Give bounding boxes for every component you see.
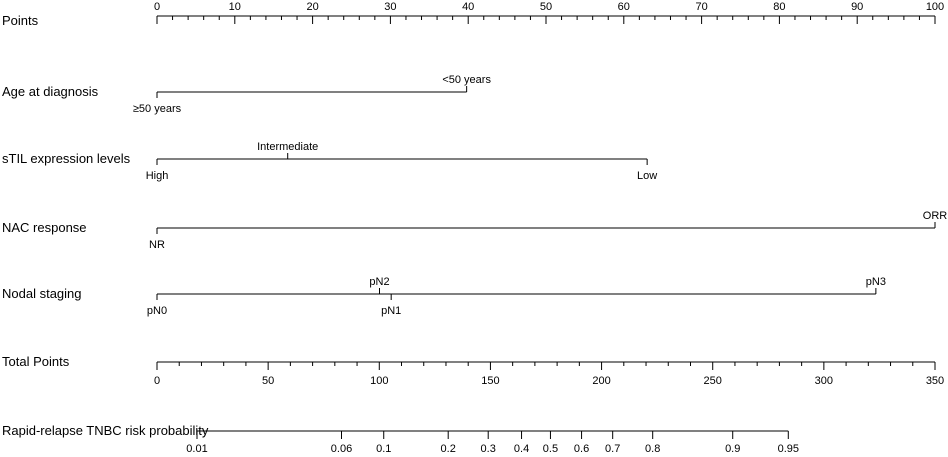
points-axis-tick-label: 100 bbox=[926, 1, 944, 13]
variable-label: NAC response bbox=[2, 220, 87, 235]
level-label: pN0 bbox=[147, 305, 167, 317]
total-points-axis-tick-label: 50 bbox=[262, 375, 274, 387]
probability-axis-tick-label: 0.6 bbox=[574, 443, 589, 455]
level-label: pN1 bbox=[381, 305, 401, 317]
points-axis-tick-label: 60 bbox=[618, 1, 630, 13]
probability-axis-tick-label: 0.8 bbox=[645, 443, 660, 455]
probability-axis-tick-label: 0.95 bbox=[778, 443, 799, 455]
level-label: Low bbox=[637, 170, 657, 182]
total-points-axis-tick-label: 300 bbox=[815, 375, 833, 387]
probability-axis-tick-label: 0.4 bbox=[514, 443, 529, 455]
probability-axis-tick-label: 0.9 bbox=[725, 443, 740, 455]
points-axis-tick-label: 30 bbox=[384, 1, 396, 13]
level-label: Intermediate bbox=[257, 141, 318, 153]
variable-label: Nodal staging bbox=[2, 286, 82, 301]
points-axis-tick-label: 40 bbox=[462, 1, 474, 13]
points-axis-tick-label: 80 bbox=[773, 1, 785, 13]
probability-axis-label: Rapid-relapse TNBC risk probability bbox=[2, 423, 209, 438]
total-points-axis-tick-label: 0 bbox=[154, 375, 160, 387]
probability-axis-tick-label: 0.7 bbox=[605, 443, 620, 455]
total-points-axis-tick-label: 100 bbox=[370, 375, 388, 387]
total-points-axis-tick-label: 200 bbox=[592, 375, 610, 387]
total-points-axis-tick-label: 250 bbox=[704, 375, 722, 387]
points-axis-label: Points bbox=[2, 13, 39, 28]
points-axis-tick-label: 70 bbox=[695, 1, 707, 13]
probability-axis-tick-label: 0.2 bbox=[441, 443, 456, 455]
points-axis-tick-label: 10 bbox=[229, 1, 241, 13]
points-axis-tick-label: 50 bbox=[540, 1, 552, 13]
total-points-axis-tick-label: 350 bbox=[926, 375, 944, 387]
total-points-axis-tick-label: 150 bbox=[481, 375, 499, 387]
variable-label: Age at diagnosis bbox=[2, 84, 99, 99]
level-label: NR bbox=[149, 239, 165, 251]
level-label: pN3 bbox=[866, 276, 886, 288]
probability-axis-tick-label: 0.3 bbox=[481, 443, 496, 455]
probability-axis-tick-label: 0.06 bbox=[331, 443, 352, 455]
points-axis-tick-label: 0 bbox=[154, 1, 160, 13]
probability-axis-tick-label: 0.1 bbox=[376, 443, 391, 455]
probability-axis-tick-label: 0.01 bbox=[186, 443, 207, 455]
total-points-axis-label: Total Points bbox=[2, 354, 70, 369]
level-label: High bbox=[146, 170, 169, 182]
level-label: ≥50 years bbox=[133, 103, 182, 115]
level-label: <50 years bbox=[442, 74, 491, 86]
probability-axis-tick-label: 0.5 bbox=[543, 443, 558, 455]
variable-label: sTIL expression levels bbox=[2, 151, 131, 166]
points-axis-tick-label: 90 bbox=[851, 1, 863, 13]
level-label: pN2 bbox=[369, 276, 389, 288]
points-axis-tick-label: 20 bbox=[306, 1, 318, 13]
level-label: ORR bbox=[923, 210, 948, 222]
